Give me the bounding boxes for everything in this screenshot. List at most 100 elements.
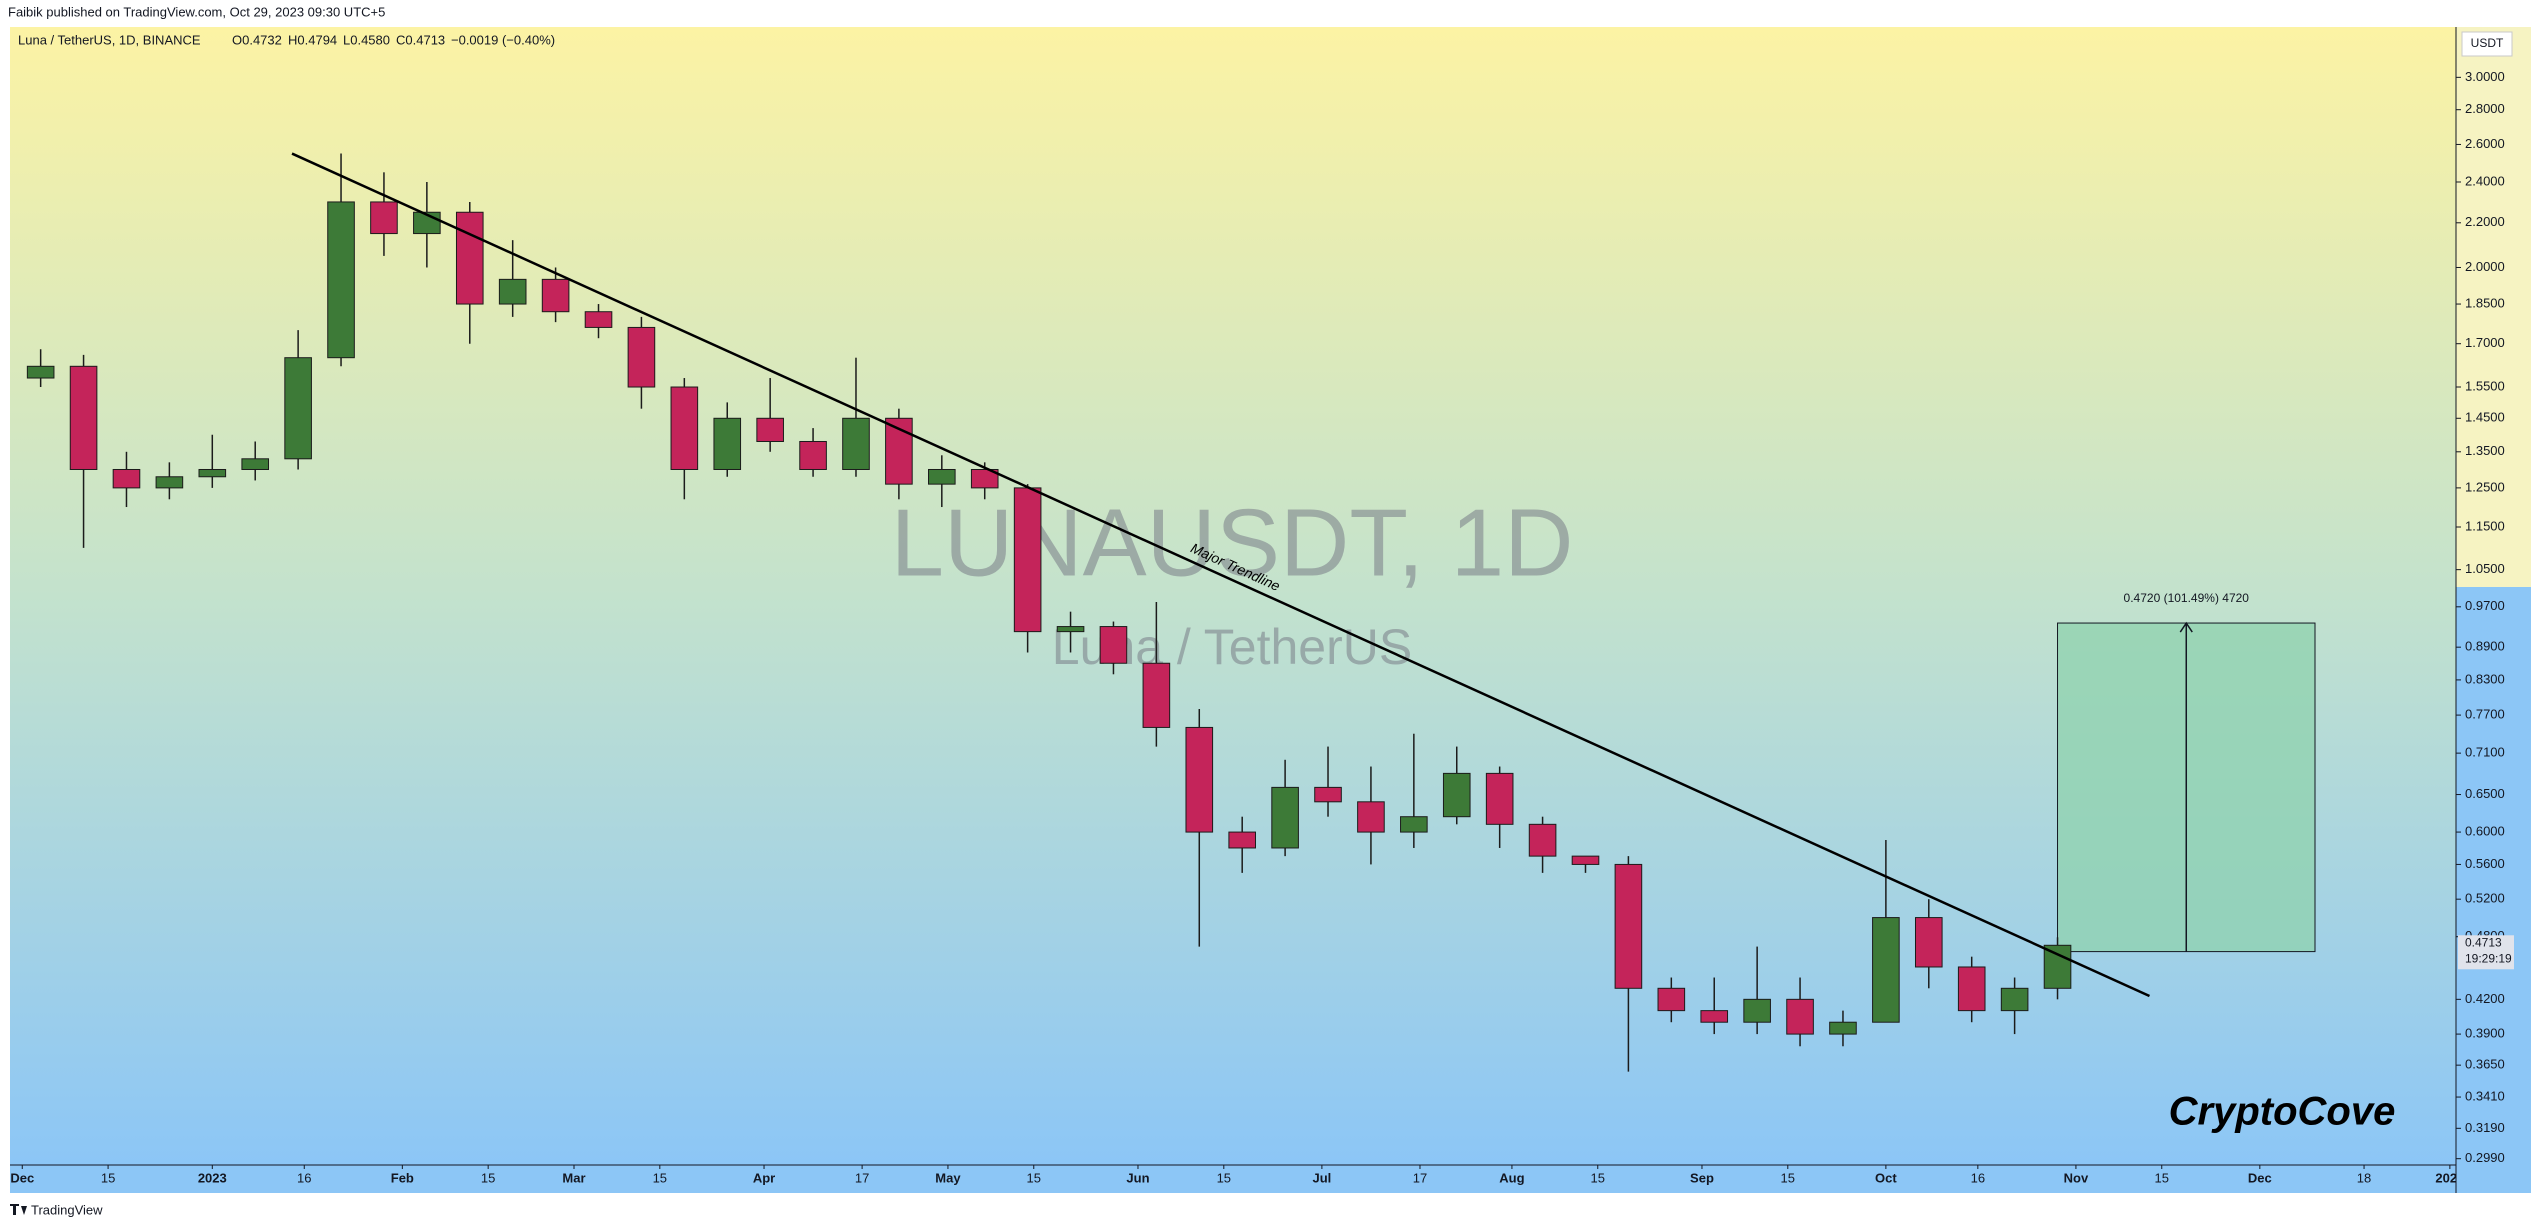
y-tick-label: 0.8300 [2465,671,2505,686]
legend-close: C0.4713 [396,32,445,47]
legend-open: O0.4732 [232,32,282,47]
x-tick-label: May [935,1170,961,1185]
y-tick-label: 0.9700 [2465,598,2505,613]
y-tick-label: 1.8500 [2465,295,2505,310]
legend-symbol: Luna / TetherUS, 1D, BINANCE [18,32,201,47]
y-tick-label: 0.3190 [2465,1120,2505,1135]
candle-body [1485,772,1514,825]
candle-body [1657,987,1686,1012]
x-tick-label: Feb [391,1170,414,1185]
candle-body [670,386,699,470]
price-tag-box [2458,935,2514,970]
candle-body [155,476,184,489]
candle-body [2043,944,2072,989]
y-tick-label: 1.7000 [2465,335,2505,350]
y-tick-label: 0.3410 [2465,1088,2505,1103]
candle-body [1400,816,1428,833]
candle-body [541,278,570,313]
y-tick-label: 1.3500 [2465,443,2505,458]
y-tick-label: 0.7700 [2465,707,2505,722]
candle-body [1957,966,1986,1012]
y-tick-label: 0.3900 [2465,1026,2505,1041]
y-tick-label: 0.6500 [2465,786,2505,801]
x-tick-label: Apr [753,1170,775,1185]
y-tick-label: 3.0000 [2465,69,2505,84]
x-tick-label: 15 [2155,1170,2169,1185]
y-tick-label: 1.0500 [2465,561,2505,576]
y-tick-label: 0.3650 [2465,1057,2505,1072]
candle-body [1142,662,1171,728]
candle-body [498,278,527,305]
y-tick-label: 1.4500 [2465,410,2505,425]
time-axis-background [10,1165,2456,1193]
candle-body [584,311,613,328]
x-tick-label: Dec [10,1170,34,1185]
y-tick-label: 0.4200 [2465,991,2505,1006]
tradingview-logo [10,1204,27,1215]
y-tick-label: 1.2500 [2465,479,2505,494]
candle-body [1185,726,1214,833]
candle-body [1099,626,1128,664]
y-tick-label: 1.5500 [2465,378,2505,393]
x-tick-label: 18 [2357,1170,2371,1185]
x-tick-label: 15 [101,1170,115,1185]
price-axis-background-top [2456,27,2531,587]
candle-body [1442,772,1471,818]
candle-body [756,417,784,442]
x-tick-label: Oct [1875,1170,1897,1185]
candle-body [1571,855,1600,865]
x-tick-label: Mar [562,1170,585,1185]
y-tick-label: 0.2990 [2465,1150,2505,1165]
footer-bar [0,1193,2531,1229]
footer-brand: TradingView [31,1202,103,1217]
candle-body [842,417,870,470]
candle-body [69,365,98,470]
x-tick-label: 15 [1217,1170,1231,1185]
candle-body [1743,998,1771,1023]
y-tick-label: 2.4000 [2465,173,2505,188]
candle-body [1228,831,1256,849]
y-tick-label: 0.6000 [2465,824,2505,839]
y-tick-label: 2.2000 [2465,214,2505,229]
x-tick-label: Dec [2248,1170,2272,1185]
y-tick-label: 2.6000 [2465,136,2505,151]
candle-body [1872,917,1900,1023]
price-axis: 3.0000 2.8000 2.6000 2.4000 2.2000 2.0000 1.85… [2456,69,2514,1165]
price-tag: 0.4713 [2465,935,2502,949]
projection-label: 0.4720 (101.49%) 4720 [2124,591,2250,605]
legend-low: L0.4580 [343,32,390,47]
y-tick-label: 0.8900 [2465,639,2505,654]
candle-body [455,211,484,305]
y-tick-label: 2.0000 [2465,259,2505,274]
candle-body [1614,863,1643,989]
currency-box[interactable] [2461,31,2513,57]
y-tick-label: 0.7100 [2465,745,2505,760]
candle-body [26,365,55,379]
candle-body [1056,626,1085,633]
x-tick-label: 15 [653,1170,667,1185]
y-tick-label: 2.8000 [2465,101,2505,116]
candle-body [1700,1010,1729,1023]
candle-body [713,417,742,470]
legend: Luna / TetherUS, 1D, BINANCE O0.4732 H0.… [18,32,555,47]
candle-body [1271,786,1299,849]
time-axis: Dec 15 2023 16 Feb 15 Mar 15 Apr 17 May 15 Jun 15 Jul 1… [10,1165,2465,1185]
candle-body [1314,786,1342,803]
y-tick-label: 1.1500 [2465,518,2505,533]
price-tag-countdown: 19:29:19 [2465,951,2512,965]
x-tick-label: Aug [1499,1170,1524,1185]
x-tick-label: 15 [481,1170,495,1185]
trendline [291,152,2150,998]
x-tick-label: 15 [1027,1170,1041,1185]
x-tick-label: 17 [1413,1170,1427,1185]
candle-body [970,468,999,489]
candle-body [1528,823,1557,857]
x-tick-label: Nov [2064,1170,2089,1185]
x-tick-label: Jul [1312,1170,1331,1185]
y-tick-label: 0.5200 [2465,891,2505,906]
candle-body [1013,487,1042,633]
candle-body [1357,801,1385,833]
currency[interactable]: USDT [2471,36,2504,50]
candle-body [241,458,270,470]
